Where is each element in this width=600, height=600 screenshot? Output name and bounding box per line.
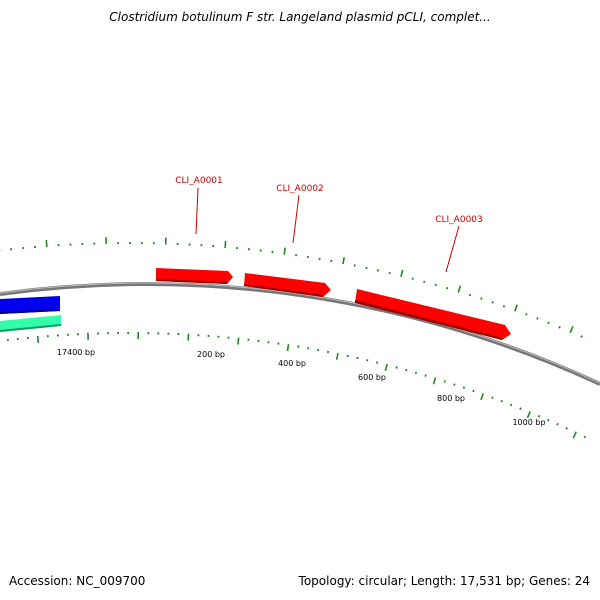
feature-blue xyxy=(0,296,60,314)
minor-tick xyxy=(462,386,466,389)
minor-tick xyxy=(395,366,398,369)
major-tick xyxy=(342,257,345,265)
minor-tick xyxy=(443,380,446,383)
minor-tick xyxy=(468,293,472,297)
minor-tick xyxy=(556,422,559,426)
major-tick xyxy=(514,304,518,312)
minor-tick xyxy=(472,389,475,393)
minor-tick xyxy=(375,361,379,364)
major-tick xyxy=(457,285,462,293)
minor-tick xyxy=(434,283,437,287)
feature-teal-shadow xyxy=(0,324,61,332)
map-title: Clostridium botulinum F str. Langeland p… xyxy=(109,10,491,24)
minor-tick xyxy=(509,403,513,407)
major-tick xyxy=(335,352,339,360)
minor-tick xyxy=(583,435,587,439)
minor-tick xyxy=(453,383,456,386)
gene-arrow-cli-a0002[interactable] xyxy=(244,273,331,297)
gene-arrow-cli-a0001[interactable] xyxy=(156,268,233,284)
major-tick xyxy=(237,337,240,345)
bp-label: 600 bp xyxy=(358,373,386,382)
inner-tick-ring xyxy=(6,332,587,439)
major-tick xyxy=(569,325,574,334)
minor-tick xyxy=(580,335,583,338)
gene-arrow-cli-a0003[interactable] xyxy=(355,289,511,340)
minor-tick xyxy=(411,277,414,280)
minor-tick xyxy=(491,301,494,304)
major-tick xyxy=(480,393,485,401)
feature-blue-shadow xyxy=(0,309,60,314)
bp-label: 1000 bp xyxy=(512,418,545,427)
gene-leader-line xyxy=(195,187,199,235)
major-tick xyxy=(400,269,404,277)
minor-tick xyxy=(547,418,550,422)
minor-tick xyxy=(446,286,449,290)
minor-tick xyxy=(536,317,539,320)
minor-tick xyxy=(423,280,426,283)
bp-label: 400 bp xyxy=(278,359,306,368)
minor-tick xyxy=(558,326,561,329)
bp-label: 200 bp xyxy=(197,350,225,359)
gene-leader-line xyxy=(292,194,300,244)
plasmid-backbone-highlight xyxy=(0,282,600,384)
major-tick xyxy=(384,363,388,371)
feature-teal xyxy=(0,315,61,332)
gene-label-cli-a0001: CLI_A0001 xyxy=(175,176,223,186)
gene-label-cli-a0002: CLI_A0002 xyxy=(276,184,324,194)
minor-tick xyxy=(500,399,504,403)
plasmid-backbone xyxy=(0,282,600,386)
major-tick xyxy=(36,336,40,344)
minor-tick xyxy=(547,321,550,325)
accession-label: Accession: NC_009700 xyxy=(9,574,146,588)
minor-tick xyxy=(565,427,568,430)
topology-summary: Topology: circular; Length: 17,531 bp; G… xyxy=(298,574,590,588)
minor-tick xyxy=(502,304,506,308)
minor-tick xyxy=(405,368,408,372)
major-tick xyxy=(224,240,227,249)
major-tick xyxy=(283,247,286,255)
major-tick xyxy=(286,343,290,352)
minor-tick xyxy=(424,374,427,377)
major-tick xyxy=(572,431,577,439)
minor-tick xyxy=(414,371,418,375)
bp-label: 800 bp xyxy=(437,394,465,403)
bp-label: 17400 bp xyxy=(57,348,95,357)
major-tick xyxy=(526,411,531,419)
gene-leader-line xyxy=(445,225,460,273)
minor-tick xyxy=(525,313,528,316)
gene-label-cli-a0003: CLI_A0003 xyxy=(435,215,483,225)
minor-tick xyxy=(388,271,391,275)
major-tick xyxy=(432,377,437,385)
outer-tick-ring xyxy=(0,237,583,338)
minor-tick xyxy=(519,407,522,410)
major-tick xyxy=(45,240,48,248)
minor-tick xyxy=(480,297,483,300)
minor-tick xyxy=(491,396,494,400)
minor-tick xyxy=(537,414,541,418)
